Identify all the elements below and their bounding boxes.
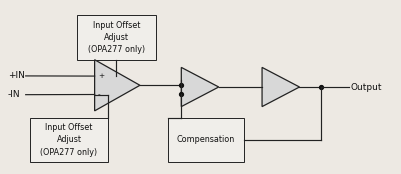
Text: Compensation: Compensation	[176, 135, 235, 144]
Text: -: -	[97, 92, 100, 97]
Text: +: +	[97, 73, 103, 79]
Text: Input Offset
Adjust
(OPA277 only): Input Offset Adjust (OPA277 only)	[87, 21, 144, 54]
Polygon shape	[181, 67, 218, 107]
FancyBboxPatch shape	[167, 118, 244, 162]
Text: Input Offset
Adjust
(OPA277 only): Input Offset Adjust (OPA277 only)	[41, 123, 97, 156]
FancyBboxPatch shape	[30, 118, 108, 162]
Polygon shape	[261, 67, 299, 107]
FancyBboxPatch shape	[77, 15, 155, 60]
Polygon shape	[94, 60, 140, 111]
Text: +IN: +IN	[8, 71, 25, 80]
Text: Output: Output	[350, 82, 381, 92]
Text: -IN: -IN	[8, 90, 20, 99]
